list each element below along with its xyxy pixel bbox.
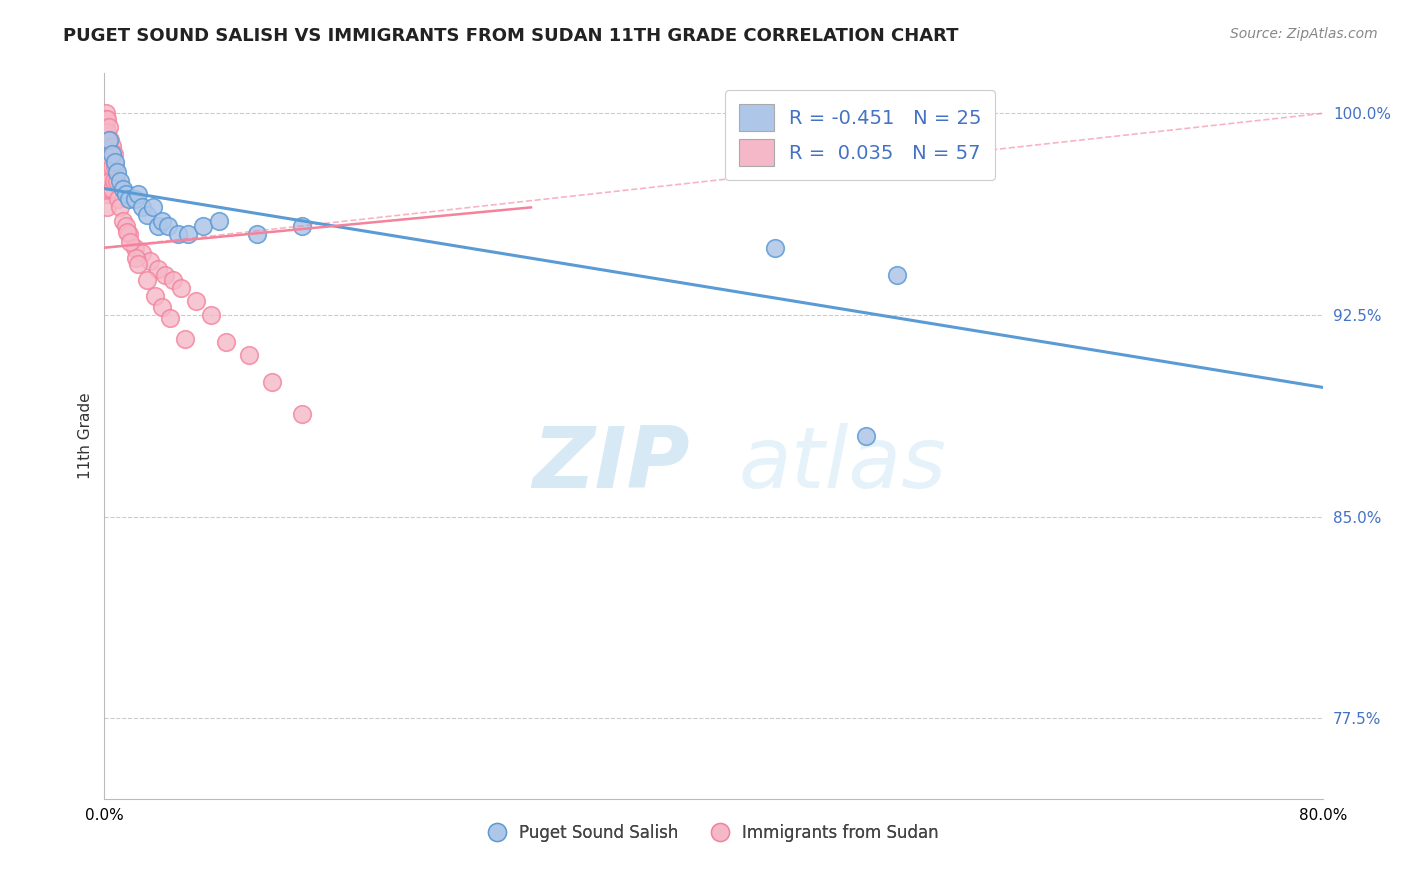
Point — [96, 200, 118, 214]
Point — [101, 181, 124, 195]
Point — [124, 241, 146, 255]
Point — [107, 192, 129, 206]
Point — [114, 186, 136, 201]
Point — [291, 219, 314, 234]
Point — [96, 154, 118, 169]
Point — [131, 246, 153, 260]
Point — [155, 268, 177, 282]
Point — [104, 160, 127, 174]
Point — [101, 160, 124, 174]
Point — [101, 138, 124, 153]
Point — [111, 214, 134, 228]
Point — [94, 165, 117, 179]
Point — [184, 294, 207, 309]
Point — [100, 152, 122, 166]
Point — [97, 120, 120, 134]
Point — [94, 128, 117, 142]
Point — [162, 273, 184, 287]
Point — [97, 160, 120, 174]
Point — [118, 227, 141, 242]
Point — [94, 112, 117, 126]
Y-axis label: 11th Grade: 11th Grade — [79, 392, 93, 479]
Text: ZIP: ZIP — [531, 424, 689, 507]
Point — [150, 214, 173, 228]
Point — [886, 268, 908, 282]
Point — [94, 106, 117, 120]
Point — [136, 209, 159, 223]
Text: PUGET SOUND SALISH VS IMMIGRANTS FROM SUDAN 11TH GRADE CORRELATION CHART: PUGET SOUND SALISH VS IMMIGRANTS FROM SU… — [63, 27, 959, 45]
Point — [125, 252, 148, 266]
Point — [127, 186, 149, 201]
Point — [150, 300, 173, 314]
Point — [215, 334, 238, 349]
Point — [111, 181, 134, 195]
Point — [127, 257, 149, 271]
Point — [131, 200, 153, 214]
Point — [157, 219, 180, 234]
Point — [97, 138, 120, 153]
Point — [146, 219, 169, 234]
Point — [104, 154, 127, 169]
Point — [291, 408, 314, 422]
Point — [108, 200, 131, 214]
Point — [260, 375, 283, 389]
Point — [169, 281, 191, 295]
Point — [193, 219, 215, 234]
Point — [108, 173, 131, 187]
Point — [143, 289, 166, 303]
Point — [200, 308, 222, 322]
Point — [118, 192, 141, 206]
Point — [136, 273, 159, 287]
Point — [97, 133, 120, 147]
Point — [96, 170, 118, 185]
Point — [97, 181, 120, 195]
Point — [96, 186, 118, 201]
Point — [238, 348, 260, 362]
Point — [166, 227, 188, 242]
Point — [103, 146, 125, 161]
Point — [763, 241, 786, 255]
Point — [94, 173, 117, 187]
Point — [159, 310, 181, 325]
Point — [96, 125, 118, 139]
Point — [855, 429, 877, 443]
Point — [142, 200, 165, 214]
Point — [94, 154, 117, 169]
Point — [114, 219, 136, 234]
Point — [105, 165, 128, 179]
Text: Source: ZipAtlas.com: Source: ZipAtlas.com — [1230, 27, 1378, 41]
Point — [100, 173, 122, 187]
Point — [101, 146, 124, 161]
Point — [246, 227, 269, 242]
Point — [94, 138, 117, 153]
Point — [177, 227, 200, 242]
Point — [96, 138, 118, 153]
Point — [100, 133, 122, 147]
Point — [124, 192, 146, 206]
Point — [96, 112, 118, 126]
Point — [146, 262, 169, 277]
Text: atlas: atlas — [738, 424, 946, 507]
Legend: Puget Sound Salish, Immigrants from Sudan: Puget Sound Salish, Immigrants from Suda… — [482, 817, 945, 848]
Point — [174, 332, 197, 346]
Point — [105, 173, 128, 187]
Point — [208, 214, 231, 228]
Point — [94, 146, 117, 161]
Point — [120, 235, 142, 250]
Point — [139, 254, 162, 268]
Point — [94, 120, 117, 134]
Point — [115, 225, 138, 239]
Point — [103, 173, 125, 187]
